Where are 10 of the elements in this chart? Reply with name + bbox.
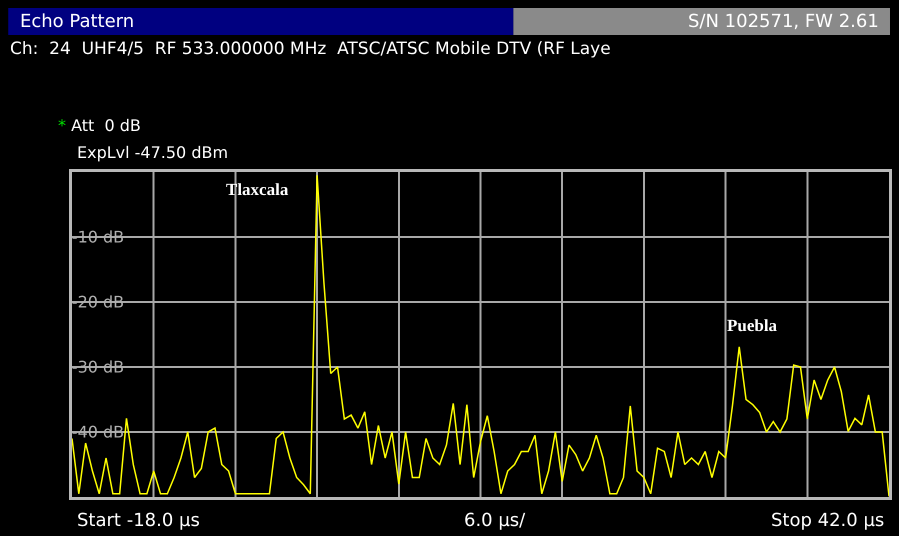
text: Stop 42.0 µs — [771, 510, 884, 531]
chart-subtitle: Ch: 24 UHF4/5 RF 533.000000 MHz ATSC/ATSC Mobile DTV (RF Laye — [10, 39, 611, 59]
text: Start -18.0 µs — [77, 510, 200, 531]
text: ExpLvl -47.50 dBm — [77, 143, 228, 162]
line-series — [72, 174, 889, 497]
annotation: Puebla — [727, 316, 778, 335]
text: 6.0 µs/ — [464, 510, 526, 531]
text: S/N 102571, FW 2.61 — [688, 11, 879, 32]
text: * Att 0 dB — [58, 116, 141, 135]
chart-title: Echo Pattern — [20, 11, 134, 32]
